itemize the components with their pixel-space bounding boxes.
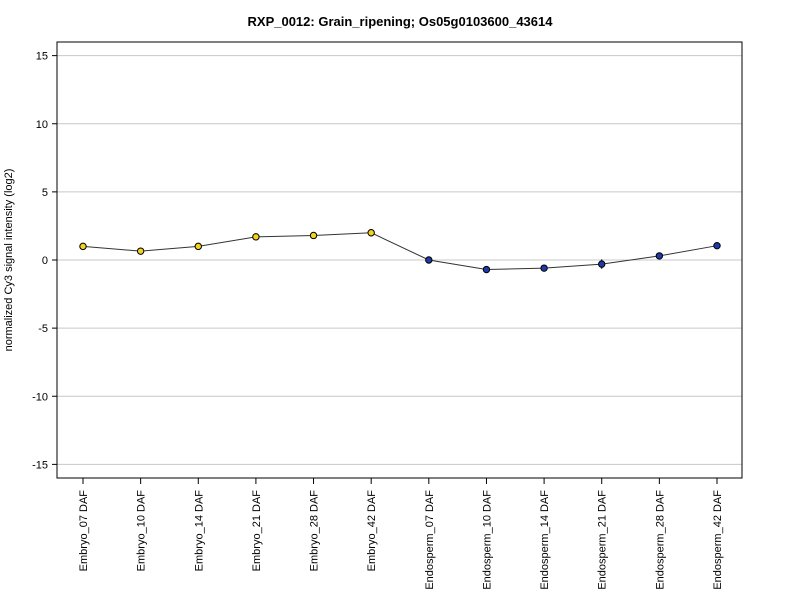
x-tick-label: Endosperm_28 DAF <box>654 490 666 590</box>
series-line <box>82 232 718 271</box>
y-tick-label: 10 <box>36 119 48 131</box>
data-point <box>367 229 375 237</box>
data-point <box>713 241 721 250</box>
axes: 15 10 5 0 -5 -10 -15 Embryo_07 DAF Embryo_10 DAF… <box>32 51 724 590</box>
x-tick-label: Endosperm_07 DAF <box>424 490 436 590</box>
data-point <box>194 242 202 251</box>
y-tick-label: 15 <box>36 51 48 63</box>
plot-frame <box>56 41 743 479</box>
x-tick-label: Embryo_14 DAF <box>193 490 205 572</box>
x-tick-label: Endosperm_42 DAF <box>712 490 724 590</box>
data-point <box>540 264 548 272</box>
grid-lines <box>57 55 742 465</box>
x-tick-label: Embryo_21 DAF <box>251 490 263 572</box>
x-tick-label: Embryo_10 DAF <box>136 490 148 572</box>
y-tick-label: -5 <box>38 323 48 335</box>
x-tick-label: Endosperm_21 DAF <box>597 490 609 590</box>
y-tick-label: -10 <box>32 391 48 403</box>
data-point <box>482 265 491 274</box>
y-tick-label: -15 <box>32 459 48 471</box>
x-tick-label: Embryo_42 DAF <box>366 490 378 572</box>
data-point <box>136 247 145 255</box>
data-point <box>655 252 664 260</box>
x-tick-label: Embryo_28 DAF <box>309 490 321 572</box>
chart-title: RXP_0012: Grain_ripening; Os05g0103600_4… <box>248 14 554 29</box>
data-point <box>79 242 87 251</box>
y-axis-label: normalized Cy3 signal intensity (log2) <box>3 169 15 352</box>
data-point <box>309 231 318 240</box>
x-tick-label: Endosperm_10 DAF <box>481 490 493 590</box>
data-point <box>598 260 606 268</box>
data-points <box>79 229 721 274</box>
x-tick-label: Embryo_07 DAF <box>78 490 90 572</box>
y-tick-label: 5 <box>42 187 48 199</box>
x-tick-label: Endosperm_14 DAF <box>539 490 551 590</box>
y-tick-label: 0 <box>42 255 48 267</box>
data-point <box>425 256 433 264</box>
series-line-layer <box>82 232 718 271</box>
data-point <box>252 233 260 241</box>
